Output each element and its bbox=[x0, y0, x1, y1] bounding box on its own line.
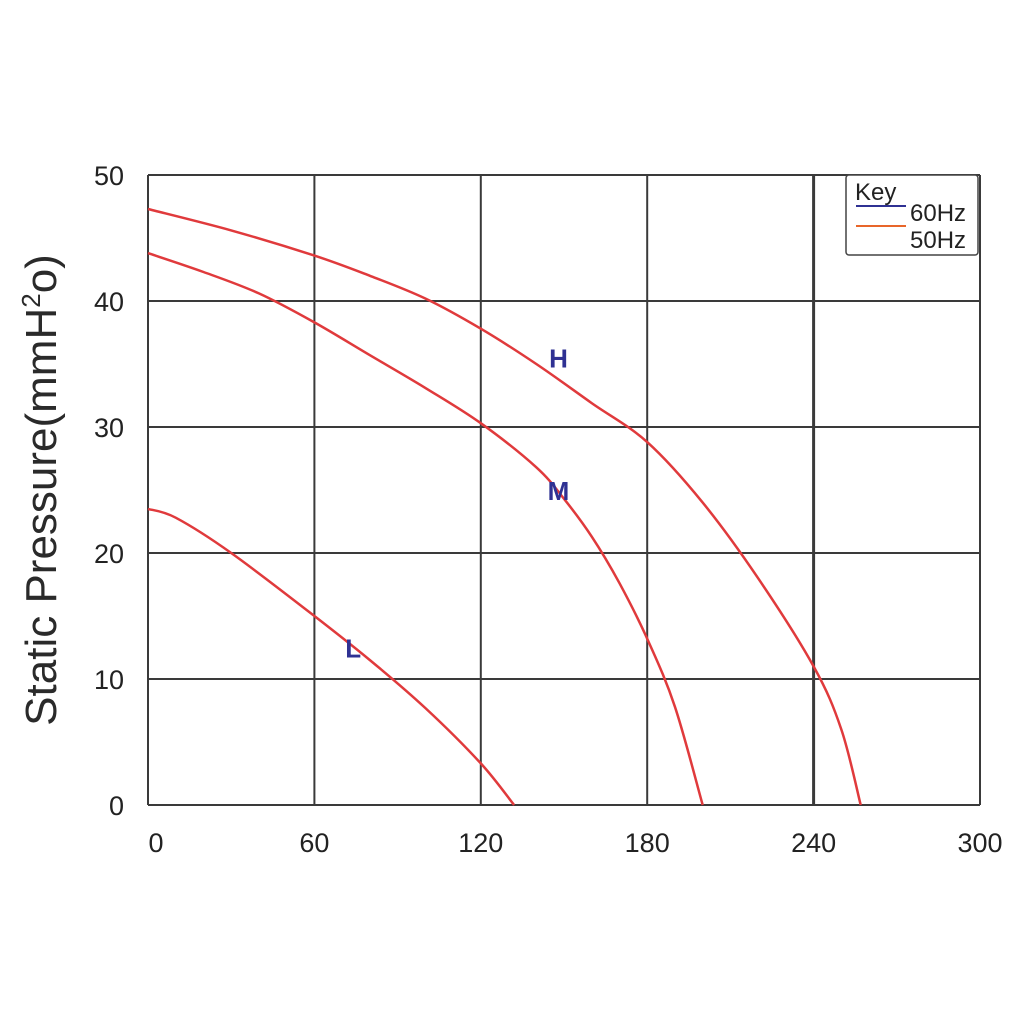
y-tick-label-30: 30 bbox=[94, 413, 124, 443]
curve-label-l: L bbox=[345, 634, 361, 664]
x-tick-label-240: 240 bbox=[791, 828, 836, 858]
curve-labels: H M L bbox=[345, 344, 569, 664]
x-axis-ticks: 0 60 120 180 240 300 bbox=[148, 828, 1002, 858]
y-tick-label-10: 10 bbox=[94, 665, 124, 695]
legend-label-60hz: 60Hz bbox=[910, 200, 966, 227]
y-tick-label-40: 40 bbox=[94, 287, 124, 317]
x-tick-label-120: 120 bbox=[458, 828, 503, 858]
curve-h bbox=[147, 207, 862, 806]
x-tick-label-300: 300 bbox=[957, 828, 1002, 858]
y-tick-label-20: 20 bbox=[94, 539, 124, 569]
x-tick-label-60: 60 bbox=[299, 828, 329, 858]
x-tick-label-0: 0 bbox=[148, 828, 163, 858]
y-axis-ticks: 0 10 20 30 40 50 bbox=[94, 161, 124, 821]
curve-label-m: M bbox=[548, 476, 570, 506]
curve-label-h: H bbox=[549, 344, 568, 374]
x-tick-label-180: 180 bbox=[625, 828, 670, 858]
y-tick-label-50: 50 bbox=[94, 161, 124, 191]
y-tick-label-0: 0 bbox=[109, 791, 124, 821]
legend-label-50hz: 50Hz bbox=[910, 227, 966, 254]
legend: Key 60Hz 50Hz bbox=[845, 174, 979, 256]
legend-title: Key bbox=[855, 179, 896, 206]
legend-box bbox=[845, 174, 979, 256]
curve-l bbox=[147, 507, 516, 806]
curves bbox=[147, 207, 862, 806]
curve-m bbox=[147, 251, 704, 806]
y-axis-label: Static Pressure(mmH2o) bbox=[16, 254, 66, 726]
grid bbox=[147, 174, 981, 806]
